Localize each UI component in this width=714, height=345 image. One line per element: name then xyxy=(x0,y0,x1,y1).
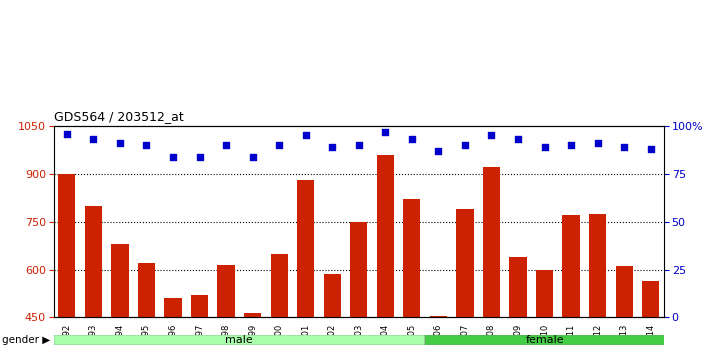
Point xyxy=(459,142,471,148)
Text: female: female xyxy=(526,335,564,345)
Text: gender ▶: gender ▶ xyxy=(2,335,51,345)
Point xyxy=(513,137,524,142)
Point xyxy=(247,154,258,159)
Bar xyxy=(642,281,659,317)
Point xyxy=(326,144,338,150)
Point xyxy=(486,133,497,138)
Bar xyxy=(191,295,208,317)
FancyBboxPatch shape xyxy=(54,335,425,345)
Point xyxy=(61,131,73,136)
Bar xyxy=(536,269,553,317)
Bar xyxy=(483,167,500,317)
Bar xyxy=(323,274,341,317)
Point xyxy=(618,144,630,150)
Bar xyxy=(218,265,235,317)
Point xyxy=(645,146,656,152)
Bar xyxy=(377,155,394,317)
FancyBboxPatch shape xyxy=(425,335,678,345)
Bar xyxy=(85,206,102,317)
Point xyxy=(539,144,550,150)
Bar xyxy=(138,263,155,317)
Point xyxy=(167,154,178,159)
Point xyxy=(565,142,577,148)
Point xyxy=(353,142,365,148)
Bar xyxy=(615,266,633,317)
Bar xyxy=(271,254,288,317)
Bar xyxy=(430,316,447,317)
Bar xyxy=(589,214,606,317)
Bar xyxy=(59,174,76,317)
Text: GDS564 / 203512_at: GDS564 / 203512_at xyxy=(54,110,183,124)
Bar xyxy=(456,209,473,317)
Point xyxy=(433,148,444,154)
Text: male: male xyxy=(226,335,253,345)
Bar xyxy=(164,298,181,317)
Point xyxy=(88,137,99,142)
Bar xyxy=(111,244,129,317)
Point xyxy=(300,133,311,138)
Point xyxy=(406,137,418,142)
Point xyxy=(273,142,285,148)
Bar xyxy=(244,313,261,317)
Bar xyxy=(509,257,527,317)
Bar xyxy=(403,199,421,317)
Bar xyxy=(563,215,580,317)
Point xyxy=(141,142,152,148)
Point xyxy=(221,142,232,148)
Point xyxy=(380,129,391,135)
Point xyxy=(592,140,603,146)
Point xyxy=(114,140,126,146)
Bar xyxy=(350,221,368,317)
Point xyxy=(193,154,205,159)
Bar xyxy=(297,180,314,317)
